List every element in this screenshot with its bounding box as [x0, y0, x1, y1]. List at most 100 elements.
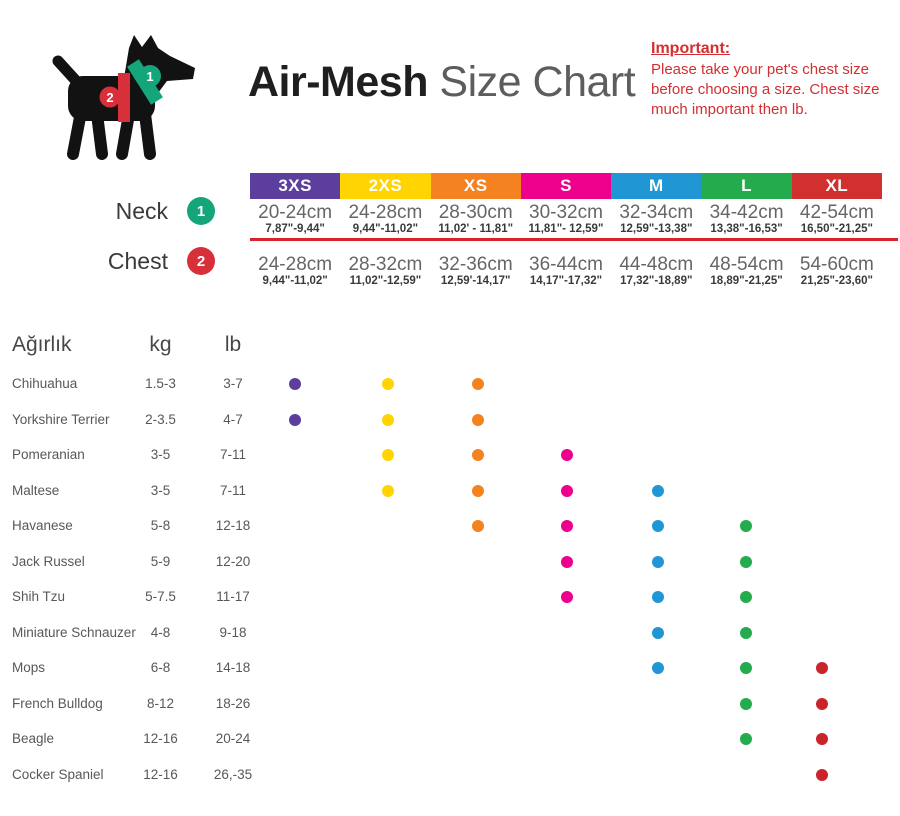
breed-kg: 12-16: [143, 731, 178, 746]
size-dot-xl: [816, 697, 828, 710]
breed-lb: 12-18: [215, 518, 251, 533]
breed-row: Cocker Spaniel 12-16 26,-35: [0, 765, 900, 785]
neck-inch-value: 16,50"-21,25": [800, 223, 873, 235]
chest-cm-value: 36-44cm: [529, 254, 603, 275]
size-header-label: M: [611, 173, 702, 199]
size-dot-xl: [816, 662, 828, 674]
neck-cm-value: 24-28cm: [348, 202, 423, 223]
size-dot-m: [652, 591, 664, 603]
breed-kg: 1.5-3: [145, 376, 176, 391]
size-dot-xs: [472, 520, 484, 532]
size-column-xl: XL 42-54cm 16,50"-21,25" 54-60cm 21,25"-23,6…: [791, 173, 882, 298]
size-dot-l: [740, 662, 752, 674]
breed-kg: 5-9: [150, 553, 171, 569]
chest-label: Chest: [107, 247, 168, 274]
breed-kg: 8-12: [146, 695, 175, 711]
neck-cm-value: 34-42cm: [709, 202, 784, 223]
breed-lb: 26,-35: [213, 766, 253, 782]
size-dot-xl: [816, 733, 828, 745]
size-dot-2xs: [382, 378, 394, 390]
neck-inch-value: 9,44"-11,02": [352, 223, 419, 235]
weight-header-lb: lb: [224, 333, 242, 356]
notice-heading: Important:: [651, 40, 731, 57]
breed-name: Miniature Schnauzer: [12, 624, 136, 640]
breed-row: Miniature Schnauzer 4-8 9-18: [0, 623, 900, 643]
breed-name: Maltese: [12, 482, 60, 498]
size-dot-l: [740, 697, 752, 710]
breed-kg: 12-16: [143, 766, 178, 782]
breed-kg: 3-5: [150, 447, 171, 462]
size-column-m: M 32-34cm 12,59"-13,38" 44-48cm 17,32"-18,89…: [611, 173, 702, 298]
size-header-label: 3XS: [250, 173, 341, 199]
chest-cm-value: 44-48cm: [619, 254, 694, 275]
breed-name: French Bulldog: [12, 695, 103, 711]
size-dot-s: [561, 484, 573, 497]
size-dot-xs: [472, 484, 484, 497]
size-dot-l: [740, 626, 752, 639]
breed-row: Yorkshire Terrier 2-3.5 4-7: [0, 410, 900, 430]
size-dot-2xs: [382, 413, 394, 426]
breed-name: Pomeranian: [12, 447, 85, 462]
breed-name: Chihuahua: [12, 376, 78, 391]
chest-inch-value: 18,89"-21,25": [710, 275, 783, 287]
size-grid: 3XS 20-24cm 7,87"-9,44" 24-28cm 9,44"-11,02"…: [250, 173, 898, 298]
breed-row: Beagle 12-16 20-24: [0, 729, 900, 749]
chest-cm-value: 32-36cm: [438, 254, 513, 275]
size-dot-xl: [816, 768, 828, 781]
size-dot-2xs: [382, 449, 394, 461]
title-rest: Size Chart: [427, 58, 636, 106]
size-header-label: 2XS: [340, 173, 431, 199]
breed-lb: 9-18: [219, 624, 247, 640]
size-dot-s: [561, 555, 573, 568]
breed-name: Cocker Spaniel: [12, 766, 104, 782]
size-dot-s: [561, 591, 573, 603]
breed-name: Havanese: [12, 518, 73, 533]
neck-chest-divider: [250, 238, 898, 241]
important-notice: Important: Please take your pet's chest …: [651, 40, 893, 119]
neck-cm-value: 28-30cm: [438, 202, 513, 223]
size-dot-s: [561, 520, 573, 532]
neck-marker-1-icon: 1: [187, 197, 215, 225]
neck-inch-value: 12,59"-13,38": [620, 223, 693, 235]
breed-lb: 7-11: [219, 482, 247, 498]
svg-text:1: 1: [146, 69, 153, 84]
size-dot-m: [652, 662, 664, 674]
neck-cm-value: 20-24cm: [258, 202, 333, 223]
size-column-s: S 30-32cm 11,81"- 12,59" 36-44cm 14,17"-17,3…: [520, 173, 612, 298]
neck-inch-value: 11,81"- 12,59": [528, 223, 604, 235]
breed-lb: 7-11: [219, 447, 247, 462]
chest-inch-value: 9,44"-11,02": [262, 275, 328, 287]
neck-label: Neck: [115, 197, 168, 224]
chest-inch-value: 11,02"-12,59": [349, 275, 422, 287]
size-dot-s: [561, 449, 573, 461]
size-dot-xs: [472, 413, 484, 426]
size-column-l: L 34-42cm 13,38"-16,53" 48-54cm 18,89"-21,25…: [701, 173, 792, 298]
size-column-2xs: 2XS 24-28cm 9,44"-11,02" 28-32cm 11,02"-12,5…: [340, 173, 431, 298]
chest-marker-badge: [99, 86, 121, 108]
breed-lb: 4-7: [223, 411, 243, 427]
size-dot-2xs: [382, 484, 394, 497]
weight-table-header: Ağırlık kg lb: [0, 333, 900, 359]
dog-harness-illustration: 1 2: [52, 35, 195, 160]
size-dot-m: [652, 555, 664, 568]
size-dot-m: [652, 484, 664, 497]
size-header-label: XS: [430, 173, 521, 199]
title-brand: Air-Mesh: [248, 58, 428, 106]
breed-row: Jack Russel 5-9 12-20: [0, 552, 900, 572]
size-dot-xs: [472, 449, 484, 461]
breed-lb: 20-24: [215, 731, 251, 746]
size-dot-m: [652, 520, 664, 532]
neck-cm-value: 42-54cm: [799, 202, 874, 223]
neck-inch-value: 13,38"-16,53": [710, 223, 783, 235]
page-title: Air-Mesh Size Chart: [248, 58, 636, 107]
breed-lb: 3-7: [223, 376, 243, 391]
breed-name: Jack Russel: [12, 553, 85, 569]
breed-lb: 18-26: [215, 695, 251, 711]
weight-header-kg: kg: [149, 333, 172, 356]
svg-text:2: 2: [106, 90, 113, 105]
chest-cm-value: 24-28cm: [258, 254, 333, 275]
size-column-3xs: 3XS 20-24cm 7,87"-9,44" 24-28cm 9,44"-11,02": [250, 173, 341, 298]
breed-row: Pomeranian 3-5 7-11: [0, 445, 900, 465]
size-dot-l: [740, 733, 752, 745]
size-header-label: XL: [791, 173, 882, 199]
